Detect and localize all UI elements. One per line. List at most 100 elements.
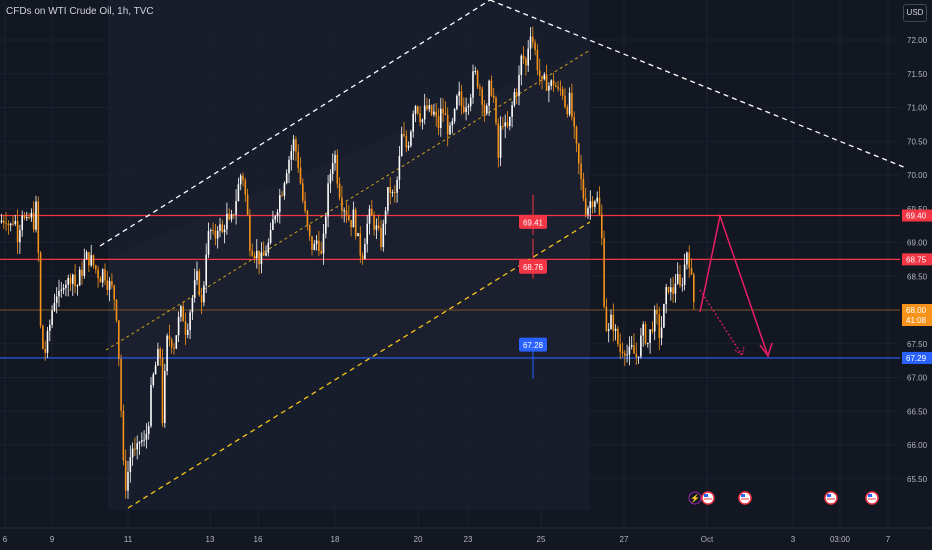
candle-body [101, 269, 104, 283]
candle-body [449, 125, 451, 135]
candle-body [396, 179, 398, 193]
candle-body [442, 108, 444, 114]
candle-body [580, 163, 582, 180]
candle-body [5, 222, 7, 224]
candle-body [318, 240, 320, 251]
candle-body [610, 314, 612, 329]
candle-body [628, 346, 631, 355]
time-axis[interactable]: 6 9 11 13 16 18 20 23 25 27 Oct 3 03:00 7 [0, 527, 932, 544]
candle-body [578, 143, 580, 164]
candle-body [676, 274, 679, 284]
candle-body [672, 287, 674, 294]
candle-body [603, 238, 605, 307]
candle-body [196, 271, 198, 281]
candle-body [39, 252, 42, 326]
candle-body [276, 212, 279, 217]
candle-body [366, 223, 368, 245]
candle-body [345, 210, 348, 216]
candle-body [118, 320, 120, 359]
channel-mid-line [105, 49, 591, 351]
candle-body [389, 187, 391, 193]
candle-body [9, 223, 12, 226]
candle-body [62, 287, 65, 290]
candle-body [479, 86, 481, 89]
candle-body [83, 259, 86, 277]
time-tick-label: 23 [464, 535, 473, 544]
candle-body [543, 74, 546, 80]
candle-body [686, 252, 688, 265]
price-tick-label: 70.00 [907, 171, 928, 180]
candle-body [536, 50, 539, 71]
candle-body [502, 125, 504, 127]
candle-body [145, 433, 148, 440]
candle-body [515, 92, 518, 97]
candle-body [635, 353, 638, 357]
candle-body [253, 255, 256, 258]
event-icons[interactable]: ⚡ [688, 491, 879, 505]
us-flag-icon [701, 491, 715, 505]
candle-body [423, 105, 426, 120]
candle-body [269, 229, 272, 243]
candle-body [589, 201, 592, 209]
candle-body [76, 285, 79, 287]
channel-fill [108, 50, 590, 360]
candle-body [69, 277, 72, 284]
candle-body [127, 472, 129, 491]
candle-body [359, 233, 362, 256]
candle-body [527, 48, 529, 66]
price-axis[interactable]: 72.00 71.50 71.00 70.50 70.00 69.50 69.00 68.50… [902, 36, 932, 484]
candle-body [14, 220, 17, 224]
candle-body [78, 269, 81, 286]
candle-body [334, 154, 336, 164]
candle-body [469, 97, 472, 107]
candle-body [106, 280, 109, 290]
candle-body [283, 183, 286, 196]
trend-channel[interactable] [99, 0, 907, 509]
level-tag-text: 67.28 [523, 341, 544, 350]
candle-body [164, 371, 166, 424]
highlight-zones [108, 0, 590, 510]
candle-body [51, 310, 53, 325]
candle-body [184, 321, 187, 335]
candle-body [203, 285, 205, 303]
candle-body [72, 274, 74, 284]
time-tick-label: 20 [414, 535, 423, 544]
currency-button[interactable]: USD [903, 4, 927, 22]
candle-body [453, 109, 456, 122]
candle-body [67, 277, 69, 285]
candle-body [548, 85, 550, 91]
candle-body [532, 36, 534, 43]
candle-body [331, 163, 334, 174]
candle-body [465, 107, 467, 113]
price-tick-label: 65.50 [907, 475, 928, 484]
candle-body [32, 212, 35, 230]
candle-body [285, 173, 288, 184]
price-tick-label: 68.50 [907, 272, 928, 281]
candle-body [65, 284, 67, 288]
candle-body [338, 183, 341, 198]
candle-body [207, 231, 210, 255]
candle-body [191, 297, 194, 313]
projection-arrow[interactable] [699, 213, 773, 358]
candle-body [180, 306, 182, 317]
candle-body [584, 198, 587, 215]
candle-body [205, 254, 207, 286]
candle-body [474, 70, 477, 72]
candle-body [472, 71, 474, 98]
candle-body [302, 183, 304, 201]
candle-body [348, 215, 350, 221]
level-tag-box [519, 259, 547, 274]
candle-body [674, 283, 677, 294]
candle-body [341, 197, 343, 211]
candle-body [511, 105, 513, 117]
candle-body [559, 88, 562, 90]
flag-canton [741, 494, 745, 497]
candle-body [262, 252, 265, 256]
time-tick-label: 16 [254, 535, 263, 544]
candle-body [555, 85, 557, 87]
time-tick-label: 11 [124, 535, 133, 544]
horizontal-levels[interactable] [0, 214, 900, 359]
candle-body [161, 357, 164, 424]
